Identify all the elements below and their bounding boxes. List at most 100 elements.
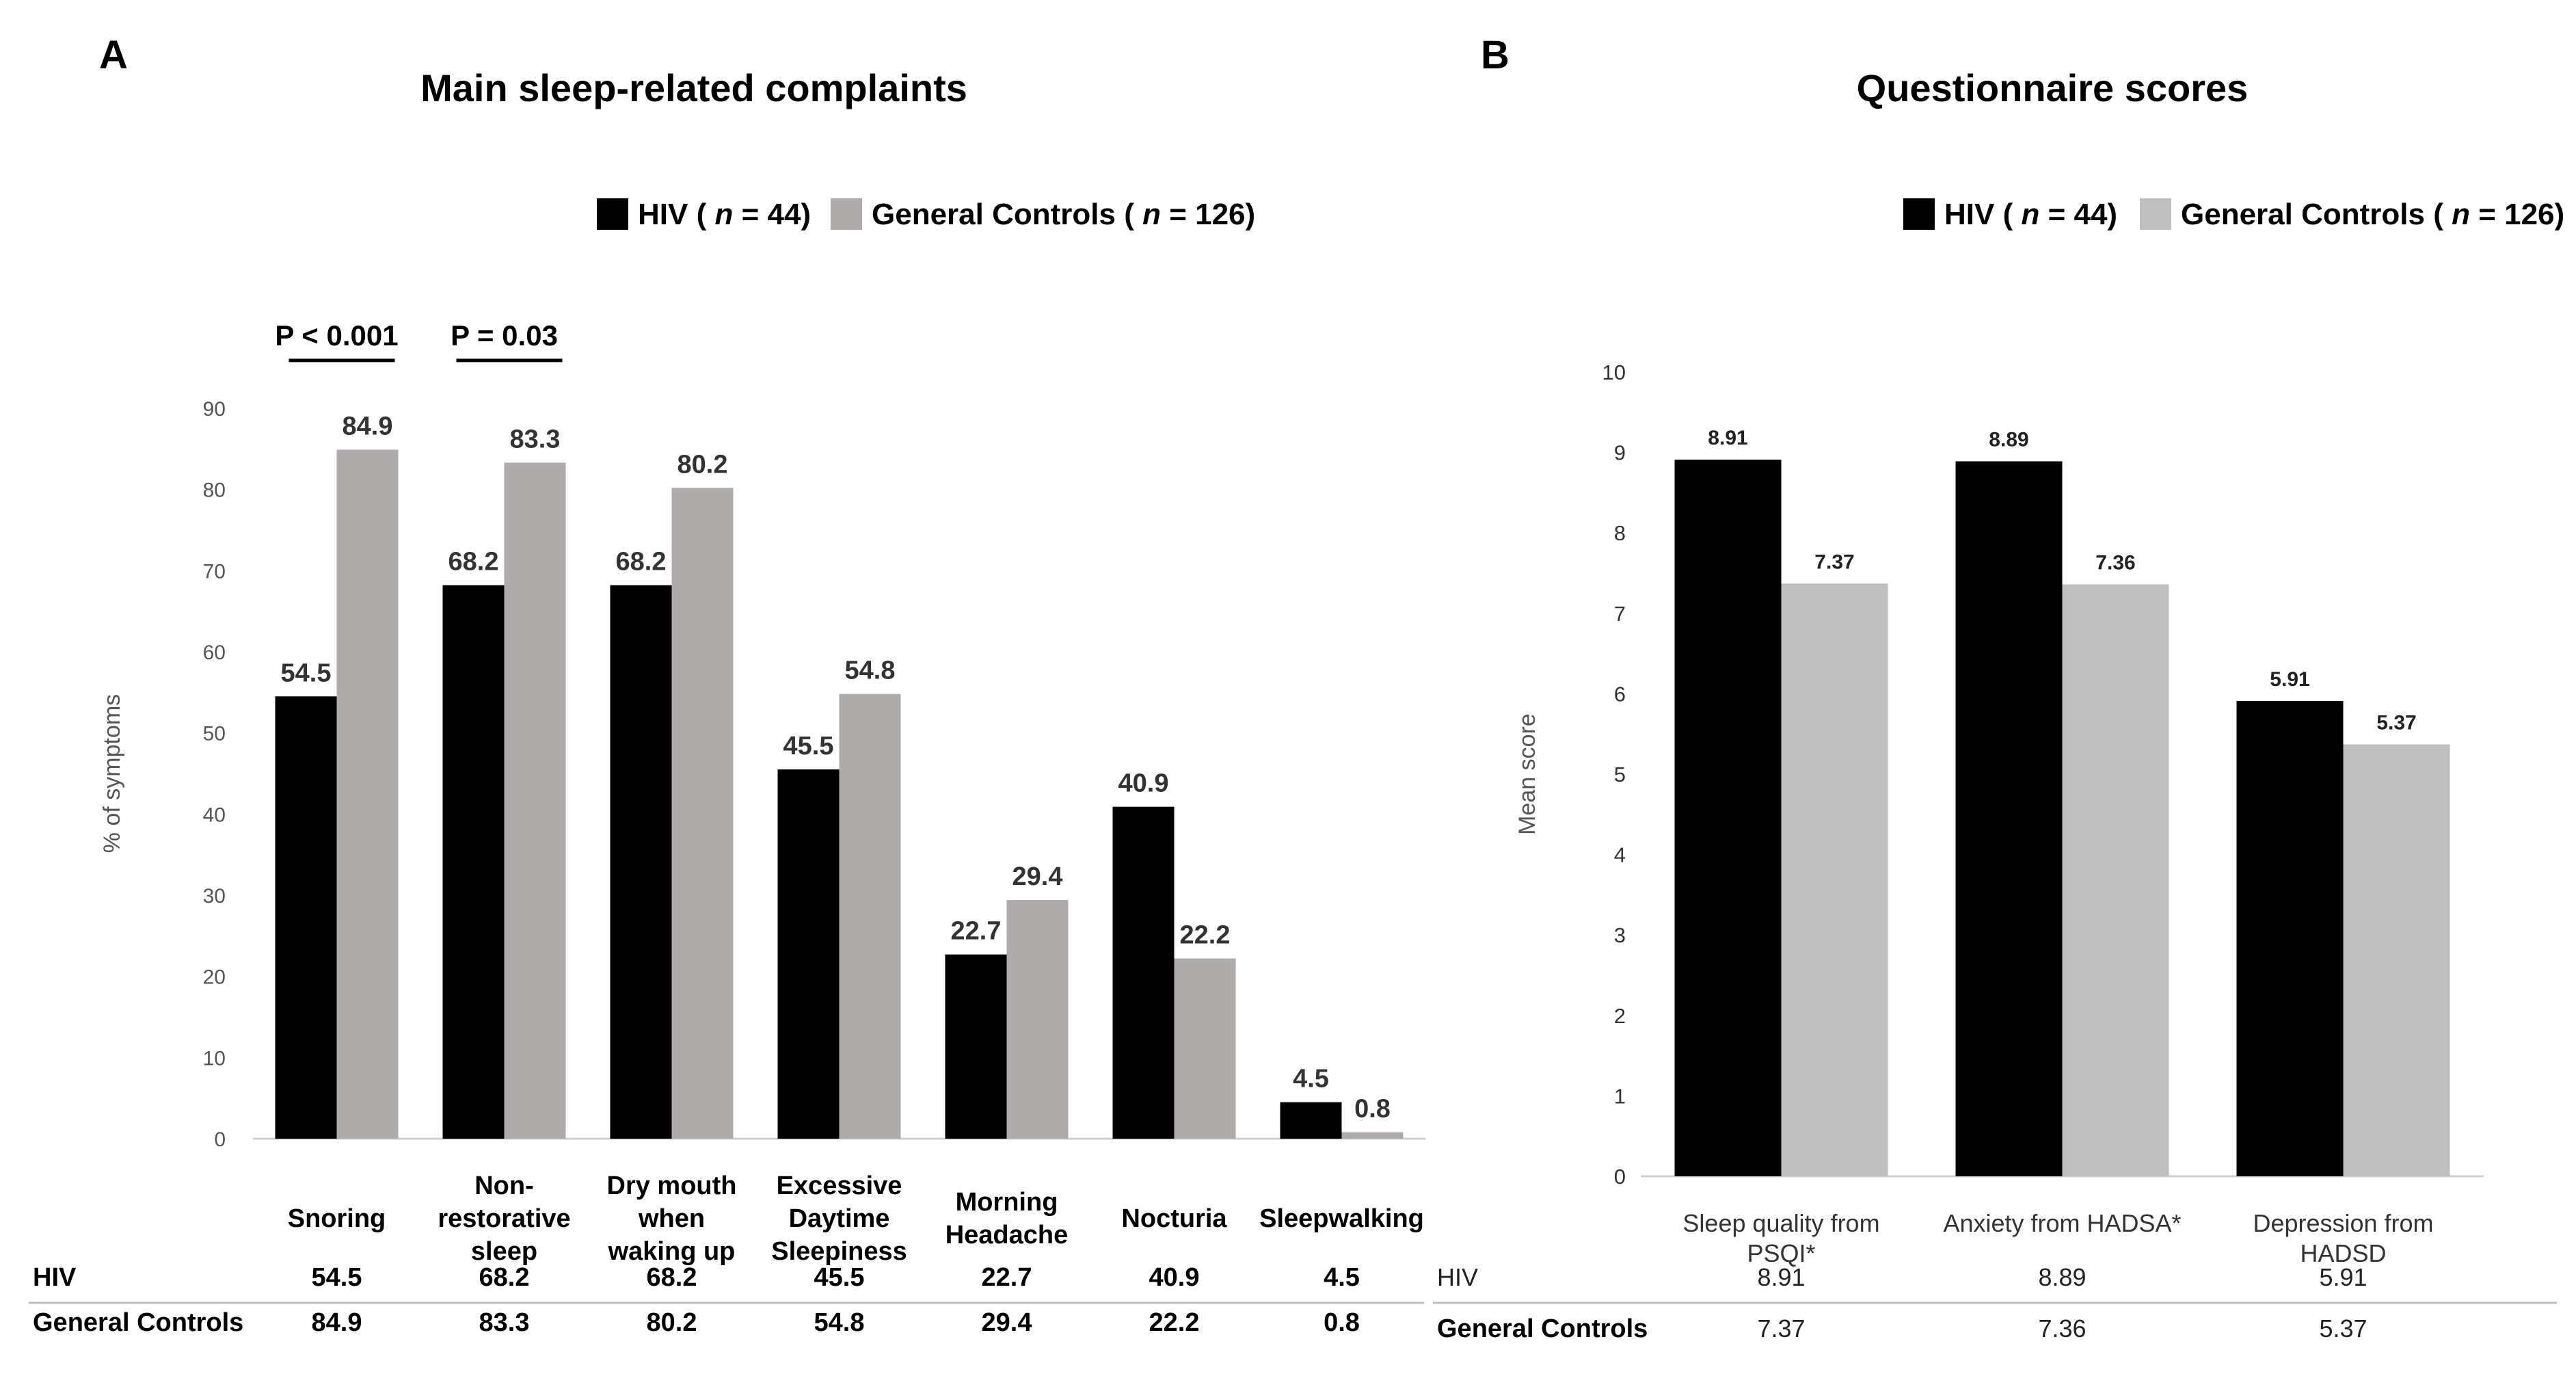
- table-row-label-0-1: General Controls: [33, 1308, 243, 1337]
- bar-0-0-1: [442, 585, 505, 1139]
- table-value-1-0-1: 8.89: [2038, 1263, 2086, 1291]
- table-value-0-1-6: 0.8: [1324, 1308, 1360, 1337]
- bar-1-0-2: [2236, 700, 2344, 1176]
- category-label-0-0-0: Snoring: [288, 1204, 386, 1233]
- legend-label-1-0: HIV ( n = 44): [1944, 198, 2117, 231]
- y-tick-1-3: 3: [1614, 923, 1626, 947]
- bar-1-1-2: [2343, 744, 2450, 1176]
- category-label-1-0-1: PSQI*: [1747, 1239, 1815, 1267]
- category-label-0-2-1: when: [638, 1204, 705, 1233]
- legend-swatch-0-1: [831, 198, 862, 230]
- table-value-1-1-1: 7.36: [2038, 1314, 2086, 1342]
- y-axis-label-1: Mean score: [1514, 713, 1540, 835]
- bar-0-0-5: [1112, 806, 1175, 1139]
- table-row-label-1-1: General Controls: [1437, 1314, 1648, 1343]
- bar-0-1-0: [336, 449, 399, 1139]
- category-label-0-1-0: Non-: [474, 1172, 534, 1200]
- category-label-0-5-0: Nocturia: [1121, 1204, 1227, 1233]
- data-label-0-0-6: 4.5: [1293, 1065, 1329, 1094]
- category-label-0-1-1: restorative: [438, 1204, 570, 1233]
- category-label-0-1-2: sleep: [471, 1237, 537, 1266]
- bar-1-1-1: [2062, 584, 2169, 1176]
- table-value-0-1-4: 29.4: [982, 1308, 1032, 1337]
- table-value-1-1-2: 5.37: [2319, 1314, 2367, 1342]
- data-label-0-1-1: 83.3: [510, 425, 561, 454]
- table-row-label-0-0: HIV: [33, 1263, 77, 1292]
- bar-0-1-2: [671, 488, 734, 1139]
- panel-a-title: Main sleep-related complaints: [420, 66, 967, 109]
- data-label-0-1-2: 80.2: [677, 450, 728, 479]
- data-label-1-1-0: 7.37: [1814, 551, 1854, 573]
- y-tick-1-10: 10: [1602, 360, 1626, 384]
- legend-swatch-0-0: [597, 198, 628, 230]
- p-value-0-0: P < 0.001: [275, 319, 398, 352]
- y-tick-0-30: 30: [203, 885, 226, 908]
- data-label-1-0-1: 8.89: [1989, 429, 2028, 451]
- table-value-0-1-5: 22.2: [1149, 1308, 1200, 1337]
- table-value-1-0-2: 5.91: [2319, 1263, 2367, 1291]
- data-label-0-1-4: 29.4: [1012, 862, 1063, 891]
- table-value-0-1-0: 84.9: [312, 1308, 362, 1337]
- table-value-0-1-3: 54.8: [814, 1308, 865, 1337]
- panel-b-title: Questionnaire scores: [1857, 66, 2249, 109]
- table-value-0-0-4: 22.7: [982, 1263, 1032, 1292]
- y-tick-1-2: 2: [1614, 1004, 1626, 1028]
- panel-a-letter: A: [99, 33, 128, 77]
- y-tick-1-8: 8: [1614, 521, 1626, 545]
- bar-0-0-6: [1280, 1102, 1342, 1139]
- legend-swatch-1-1: [2140, 198, 2171, 230]
- bar-0-0-0: [275, 696, 337, 1139]
- y-tick-0-70: 70: [203, 560, 226, 583]
- table-value-0-1-1: 83.3: [479, 1308, 530, 1337]
- bar-0-1-6: [1341, 1132, 1404, 1139]
- bar-0-1-3: [839, 693, 901, 1139]
- table-value-0-0-6: 4.5: [1324, 1263, 1360, 1292]
- p-value-0-1: P = 0.03: [451, 319, 558, 352]
- data-label-0-0-2: 68.2: [616, 548, 667, 577]
- y-tick-0-90: 90: [203, 398, 226, 421]
- y-tick-1-1: 1: [1614, 1084, 1626, 1108]
- table-value-0-1-2: 80.2: [647, 1308, 697, 1337]
- bar-0-1-1: [504, 462, 566, 1139]
- category-label-0-2-2: waking up: [608, 1237, 736, 1266]
- panel-b-chart: HIV ( n = 44) General Controls ( n = 126)…: [1433, 198, 2564, 1343]
- category-label-0-3-2: Sleepiness: [771, 1237, 907, 1266]
- data-label-1-0-2: 5.91: [2270, 668, 2309, 691]
- y-tick-0-60: 60: [203, 641, 226, 664]
- table-value-0-0-0: 54.5: [312, 1263, 362, 1292]
- table-value-0-0-3: 45.5: [814, 1263, 865, 1292]
- category-label-0-2-0: Dry mouth: [607, 1172, 737, 1200]
- data-label-1-1-1: 7.36: [2095, 551, 2135, 574]
- data-label-0-1-5: 22.2: [1180, 921, 1231, 950]
- y-tick-0-20: 20: [203, 966, 226, 989]
- panel-b-letter: B: [1481, 33, 1510, 77]
- data-label-0-1-6: 0.8: [1354, 1095, 1391, 1124]
- bar-0-0-2: [610, 585, 672, 1139]
- y-tick-1-7: 7: [1614, 602, 1626, 626]
- data-label-0-0-0: 54.5: [281, 659, 332, 687]
- y-tick-1-6: 6: [1614, 682, 1626, 706]
- data-label-0-0-5: 40.9: [1118, 769, 1169, 798]
- table-value-0-0-1: 68.2: [479, 1263, 530, 1292]
- bar-1-0-0: [1674, 460, 1782, 1176]
- data-label-0-0-1: 68.2: [448, 548, 499, 577]
- panel-a-chart: HIV ( n = 44) General Controls ( n = 126)…: [29, 198, 1425, 1337]
- table-value-1-0-0: 8.91: [1757, 1263, 1805, 1291]
- legend-label-1-1: General Controls ( n = 126): [2181, 198, 2564, 231]
- bar-0-1-5: [1174, 958, 1236, 1139]
- bar-0-0-3: [777, 769, 840, 1139]
- y-tick-0-40: 40: [203, 804, 226, 826]
- legend-label-0-0: HIV ( n = 44): [638, 198, 811, 231]
- category-label-0-4-1: Headache: [945, 1221, 1069, 1249]
- data-label-1-1-2: 5.37: [2376, 711, 2416, 734]
- table-value-0-0-5: 40.9: [1149, 1263, 1200, 1292]
- legend-swatch-1-0: [1903, 198, 1935, 230]
- category-label-0-6-0: Sleepwalking: [1259, 1204, 1424, 1233]
- data-label-0-0-3: 45.5: [783, 732, 834, 760]
- category-label-1-0-0: Sleep quality from: [1682, 1209, 1879, 1237]
- category-label-0-3-1: Daytime: [789, 1204, 890, 1233]
- category-label-1-2-1: HADSD: [2300, 1239, 2386, 1267]
- table-value-0-0-2: 68.2: [647, 1263, 697, 1292]
- bar-0-1-4: [1006, 900, 1069, 1139]
